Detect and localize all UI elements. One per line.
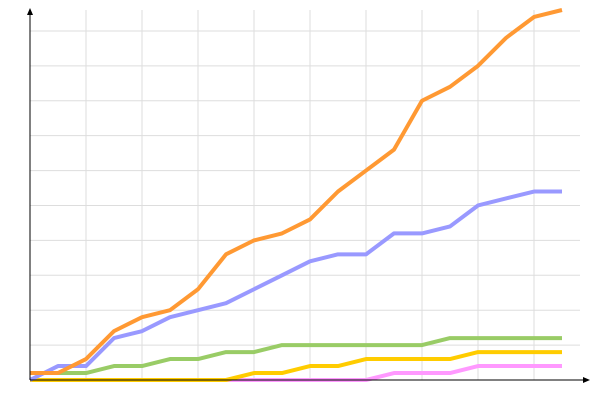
series-line: [30, 8, 563, 376]
series-line: [29, 189, 562, 382]
series-line: [30, 336, 562, 376]
grid: [30, 10, 580, 380]
x-axis-arrow: [583, 377, 590, 383]
y-axis-arrow: [27, 8, 33, 15]
